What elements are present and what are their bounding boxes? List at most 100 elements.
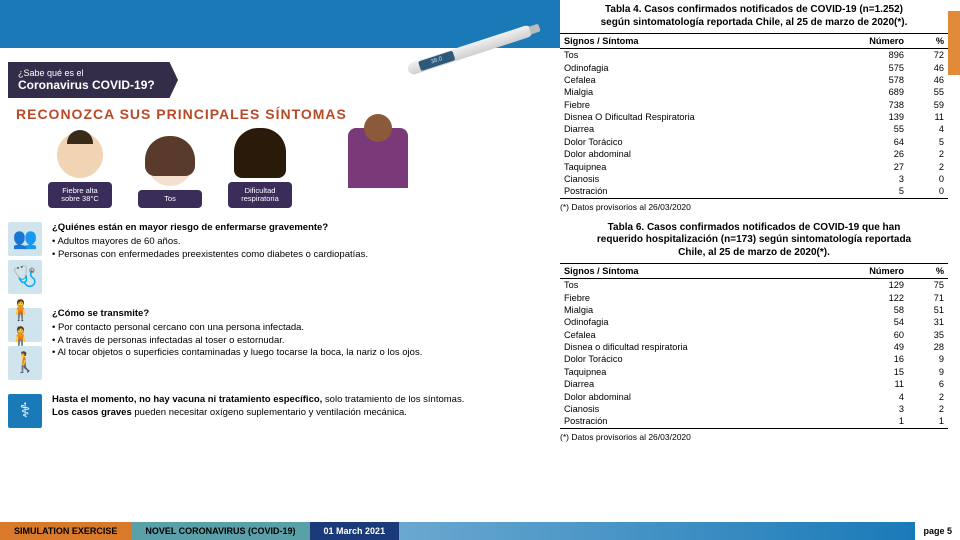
cell-number: 26 [848,148,908,160]
cell-number: 16 [848,353,908,365]
transmit-bullet-3: • Al tocar objetos o superficies contami… [52,347,422,360]
cell-symptom: Fiebre [560,99,848,111]
table-row: Taquipnea272 [560,160,948,172]
cell-number: 64 [848,136,908,148]
table-row: Dolor Torácico645 [560,136,948,148]
table-row: Dolor abdominal42 [560,390,948,402]
symptoms-heading: RECONOZCA SUS PRINCIPALES SÍNTOMAS [16,106,552,122]
footer-gradient [399,522,915,540]
cell-pct: 35 [908,329,948,341]
cell-symptom: Dolor abdominal [560,390,848,402]
table-row: Cefalea57846 [560,74,948,86]
cell-number: 122 [848,291,908,303]
thermometer-image: 38.0 [390,20,550,80]
cell-symptom: Mialgia [560,86,848,98]
treatment-line1: Hasta el momento, no hay vacuna ni trata… [52,394,464,407]
cell-number: 55 [848,123,908,135]
table-row: Cefalea6035 [560,329,948,341]
risk-bullet-2: • Personas con enfermedades preexistente… [52,249,368,262]
medical-staff-icon: ⚕ [8,394,42,428]
cell-symptom: Tos [560,49,848,62]
cell-symptom: Cianosis [560,173,848,185]
risk-bullet-1: • Adultos mayores de 60 años. [52,236,368,249]
cell-pct: 46 [908,74,948,86]
cell-symptom: Cefalea [560,74,848,86]
table-row: Disnea o dificultad respiratoria4928 [560,341,948,353]
footer: SIMULATION EXERCISE NOVEL CORONAVIRUS (C… [0,522,960,540]
cell-symptom: Taquipnea [560,160,848,172]
cell-number: 689 [848,86,908,98]
sign-language-interpreter [338,128,418,208]
table4-header-number: Número [848,34,908,49]
cell-pct: 4 [908,123,948,135]
cell-pct: 55 [908,86,948,98]
table-row: Diarrea554 [560,123,948,135]
cell-number: 5 [848,185,908,198]
cell-number: 738 [848,99,908,111]
left-column: 38.0 ¿Sabe qué es el Coronavirus COVID-1… [0,0,560,540]
cell-symptom: Disnea O Dificultad Respiratoria [560,111,848,123]
table-row: Cianosis32 [560,403,948,415]
cell-symptom: Disnea o dificultad respiratoria [560,341,848,353]
cell-pct: 11 [908,111,948,123]
transmit-question: ¿Cómo se transmite? [52,308,422,321]
cell-number: 15 [848,366,908,378]
transmit-block: 🧍🧍 🚶 ¿Cómo se transmite? • Por contacto … [8,308,552,380]
cell-number: 58 [848,304,908,316]
elderly-people-icon: 👥 [8,222,42,256]
table-row: Taquipnea159 [560,366,948,378]
cell-pct: 2 [908,403,948,415]
cell-number: 1 [848,415,908,428]
cell-number: 3 [848,403,908,415]
table-row: Fiebre73859 [560,99,948,111]
symptom-fever-label: Fiebre alta sobre 38°C [48,182,112,208]
table-row: Tos89672 [560,49,948,62]
cell-number: 896 [848,49,908,62]
cell-pct: 0 [908,173,948,185]
cell-number: 60 [848,329,908,341]
cell-number: 139 [848,111,908,123]
cell-symptom: Taquipnea [560,366,848,378]
symptom-breathing-label: Dificultad respiratoria [228,182,292,208]
table6-note: (*) Datos provisorios al 26/03/2020 [560,432,948,442]
cell-pct: 5 [908,136,948,148]
right-column: Tabla 4. Casos confirmados notificados d… [560,0,960,540]
table4-header-symptom: Signos / Síntoma [560,34,848,49]
treatment-block: ⚕ Hasta el momento, no hay vacuna ni tra… [8,394,552,428]
cell-pct: 2 [908,160,948,172]
table-row: Disnea O Dificultad Respiratoria13911 [560,111,948,123]
symptom-fever: Fiebre alta sobre 38°C [48,132,112,208]
cell-pct: 75 [908,279,948,292]
table6-title: Tabla 6. Casos confirmados notificados d… [590,222,918,260]
table-row: Mialgia5851 [560,304,948,316]
symptoms-row: Fiebre alta sobre 38°C Tos Dificultad re… [48,128,552,208]
table-row: Dolor abdominal262 [560,148,948,160]
cell-symptom: Odinofagia [560,61,848,73]
cell-symptom: Fiebre [560,291,848,303]
risk-question: ¿Quiénes están en mayor riesgo de enferm… [52,222,368,235]
intro-line2: Coronavirus COVID-19? [18,78,162,92]
risk-block: 👥 🩺 ¿Quiénes están en mayor riesgo de en… [8,222,552,294]
table4-note: (*) Datos provisorios al 26/03/2020 [560,202,948,212]
cell-symptom: Cianosis [560,403,848,415]
walking-people-icon: 🚶 [8,346,42,380]
cell-pct: 2 [908,390,948,402]
table4-title: Tabla 4. Casos confirmados notificados d… [590,4,918,29]
cell-symptom: Dolor Torácico [560,353,848,365]
table-row: Mialgia68955 [560,86,948,98]
table-row: Fiebre12271 [560,291,948,303]
table-row: Odinofagia5431 [560,316,948,328]
treatment-line2: Los casos graves pueden necesitar oxígen… [52,407,464,420]
cell-symptom: Diarrea [560,123,848,135]
cell-pct: 72 [908,49,948,62]
cell-pct: 31 [908,316,948,328]
symptom-cough: Tos [138,140,202,208]
table-row: Dolor Torácico169 [560,353,948,365]
footer-page: page 5 [915,522,960,540]
cell-pct: 9 [908,353,948,365]
table4-header-pct: % [908,34,948,49]
footer-simulation: SIMULATION EXERCISE [0,522,131,540]
symptom-breathing: Dificultad respiratoria [228,132,292,208]
cell-pct: 51 [908,304,948,316]
cell-pct: 0 [908,185,948,198]
